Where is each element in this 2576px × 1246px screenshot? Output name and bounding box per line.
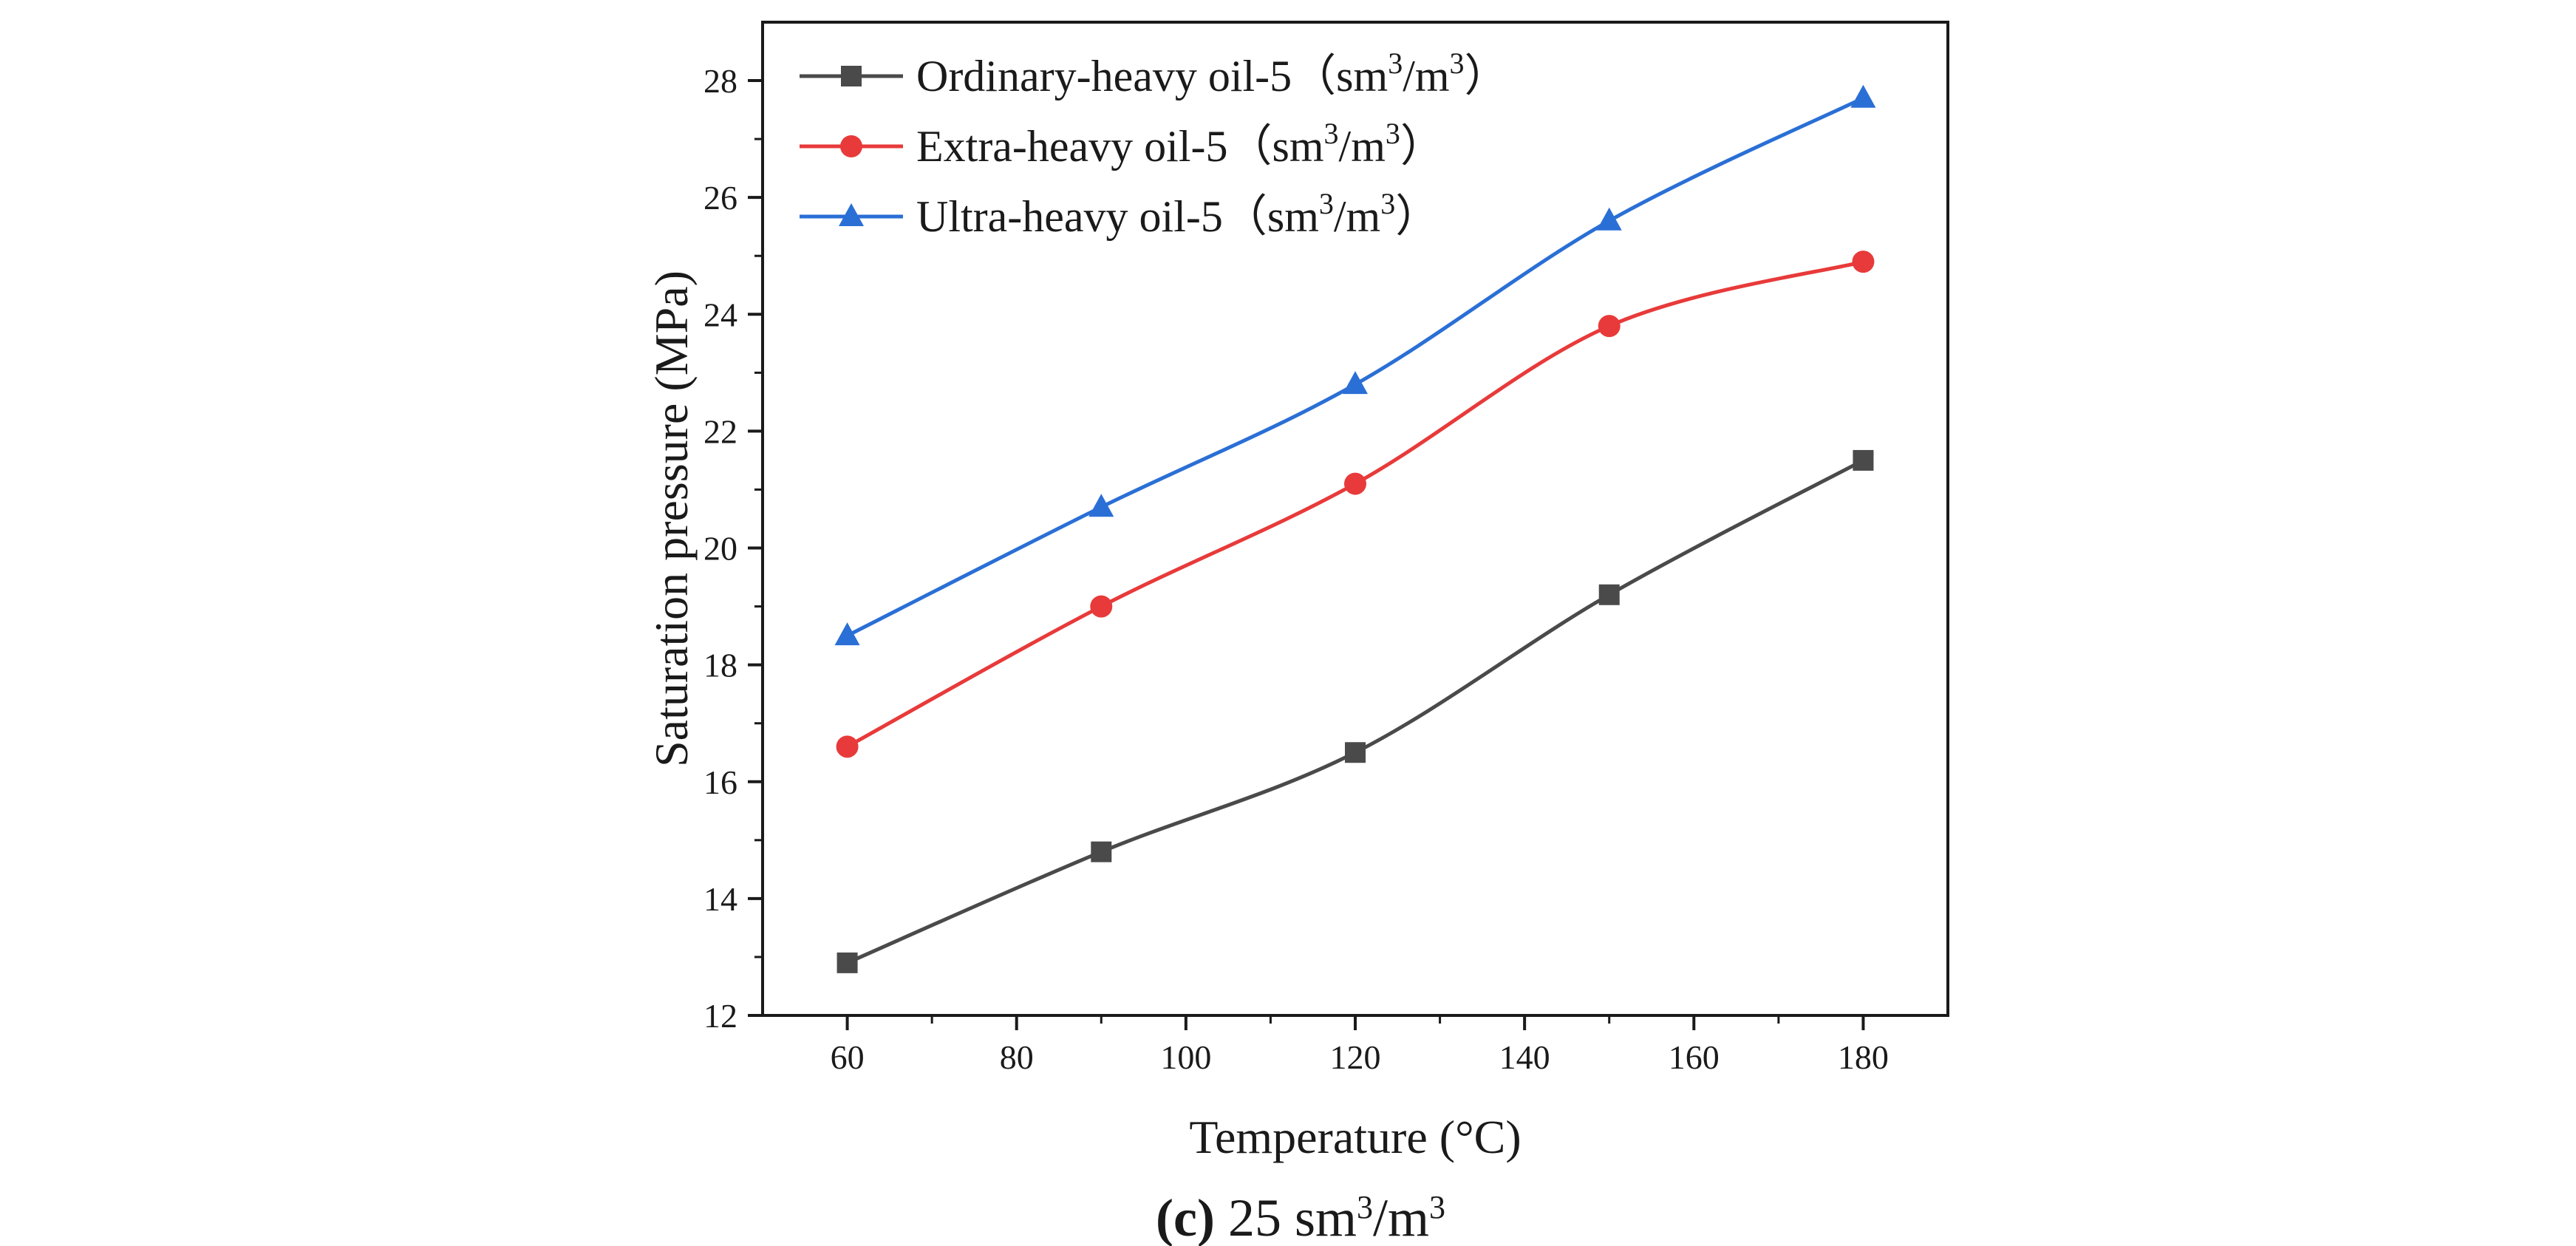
- y-tick-label: 18: [703, 647, 737, 684]
- x-tick-label: 60: [831, 1038, 865, 1076]
- data-point: [1090, 595, 1113, 618]
- data-point: [1091, 841, 1112, 862]
- series-circle: [836, 251, 1875, 758]
- series-line: [846, 458, 1864, 965]
- y-axis-title: Saturation pressure (MPa): [645, 270, 698, 767]
- series-line: [846, 96, 1864, 638]
- legend-item: Ultra-heavy oil-5（sm3/m3）: [800, 187, 1439, 241]
- data-point: [836, 735, 859, 758]
- y-tick-label: 20: [703, 530, 737, 568]
- legend-marker: [841, 66, 862, 86]
- legend: Ordinary-heavy oil-5（sm3/m3） Extra-heavy …: [800, 47, 1509, 241]
- caption-exp1: 3: [1357, 1189, 1373, 1225]
- x-tick-label: 160: [1669, 1038, 1720, 1076]
- data-point: [1598, 315, 1621, 338]
- data-point: [1853, 449, 1874, 471]
- data-point: [1344, 472, 1366, 495]
- x-tick-label: 180: [1838, 1038, 1889, 1076]
- series-triangle: [834, 84, 1876, 646]
- data-point: [1343, 371, 1368, 395]
- y-tick-label: 12: [703, 997, 737, 1035]
- legend-item: Ordinary-heavy oil-5（sm3/m3）: [800, 47, 1509, 101]
- caption-mid: /m: [1373, 1188, 1429, 1246]
- legend-label: Ordinary-heavy oil-5（sm3/m3）: [916, 47, 1509, 101]
- axis-ticks: 60 80 100 120 140 160 180 12 14 16 18 20 22 24 26 28: [703, 62, 1889, 1076]
- legend-item: Extra-heavy oil-5（sm3/m3）: [800, 117, 1445, 171]
- y-tick-label: 24: [703, 296, 737, 333]
- y-tick-label: 28: [703, 62, 737, 100]
- x-tick-label: 80: [1000, 1038, 1034, 1076]
- x-tick-label: 140: [1499, 1038, 1550, 1076]
- series-square: [836, 449, 1874, 973]
- legend-marker: [839, 203, 864, 226]
- caption-label: (c): [1156, 1188, 1215, 1246]
- data-point: [1850, 84, 1876, 108]
- legend-marker: [840, 135, 862, 157]
- data-point: [1345, 742, 1366, 763]
- y-tick-label: 14: [703, 880, 737, 918]
- y-tick-label: 22: [703, 412, 737, 450]
- x-tick-label: 100: [1160, 1038, 1211, 1076]
- data-point: [1598, 584, 1620, 605]
- x-tick-label: 120: [1330, 1038, 1381, 1076]
- caption-exp2: 3: [1429, 1189, 1445, 1225]
- data-point: [836, 952, 858, 973]
- legend-label: Ultra-heavy oil-5（sm3/m3）: [916, 187, 1439, 241]
- data-point: [1852, 251, 1875, 273]
- series-layer: [834, 84, 1876, 973]
- y-tick-label: 16: [703, 763, 737, 801]
- caption-text: 25 sm: [1215, 1188, 1357, 1246]
- plot-frame: [761, 21, 1949, 1017]
- data-point: [834, 622, 860, 646]
- x-axis-title: Temperature (°C): [1189, 1111, 1521, 1163]
- series-line: [846, 259, 1864, 749]
- data-point: [1088, 494, 1114, 517]
- figure-caption: (c) 25 sm3/m3: [1156, 1188, 1445, 1246]
- data-point: [1596, 207, 1622, 231]
- legend-label: Extra-heavy oil-5（sm3/m3）: [916, 117, 1445, 171]
- y-tick-label: 26: [703, 179, 737, 217]
